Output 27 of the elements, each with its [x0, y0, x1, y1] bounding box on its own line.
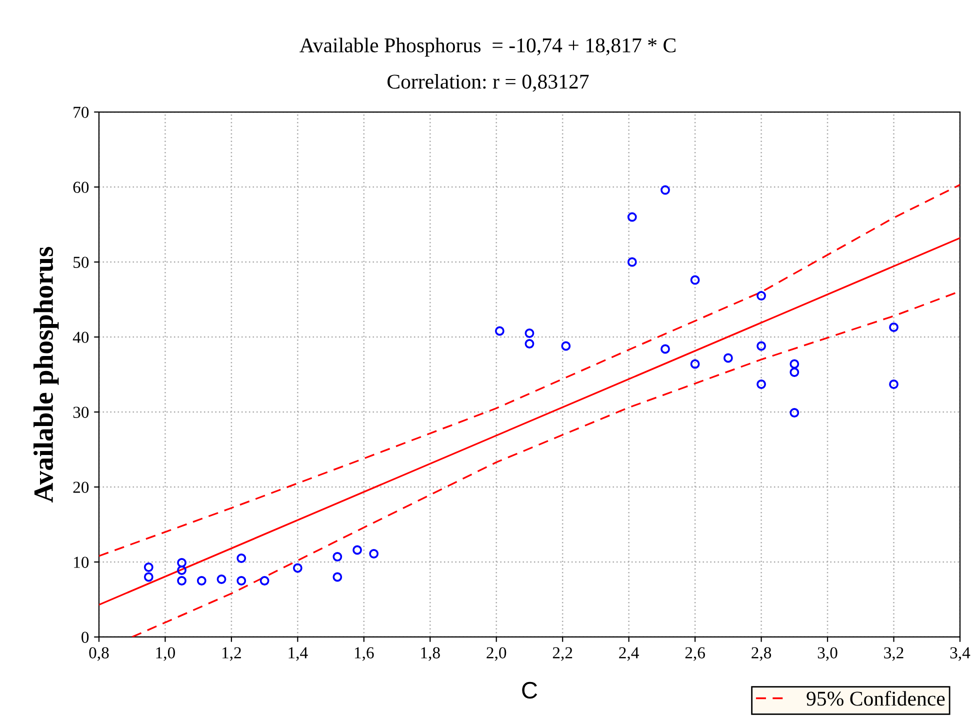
x-tick-label: 2,4: [619, 647, 639, 661]
x-tick-label: 0,8: [89, 647, 109, 661]
y-tick-label: 20: [73, 482, 89, 493]
legend-label: 95% Confidence: [806, 690, 945, 706]
x-tick-label: 2,0: [486, 647, 506, 661]
x-tick-label: 3,2: [884, 647, 904, 661]
y-tick-label: 70: [74, 106, 89, 118]
y-tick-label: 50: [74, 256, 89, 268]
chart-title: Available Phosphorus = -10,74 + 18,817 * C: [300, 38, 676, 57]
x-tick-label: 1,8: [421, 647, 440, 661]
y-tick-label: 60: [73, 182, 89, 193]
y-axis-title: Available phosphorus: [34, 246, 59, 502]
x-tick-label: 2,2: [552, 647, 572, 661]
x-tick-label: 1,6: [354, 647, 374, 661]
chart-subtitle: Correlation: r = 0,83127: [388, 74, 589, 92]
x-tick-label: 2,8: [752, 647, 772, 661]
x-axis-title: C: [522, 682, 538, 699]
x-tick-label: 1,4: [288, 647, 308, 661]
y-tick-label: 30: [73, 406, 89, 418]
x-tick-label: 3,4: [950, 647, 970, 661]
x-tick-label: 2,6: [685, 647, 705, 661]
y-tick-label: 0: [82, 632, 89, 643]
x-tick-label: 1,2: [222, 647, 241, 661]
x-tick-label: 1,0: [156, 647, 175, 661]
y-tick-label: 10: [74, 556, 89, 568]
y-tick-label: 40: [72, 332, 89, 343]
x-tick-label: 3,0: [818, 647, 838, 661]
